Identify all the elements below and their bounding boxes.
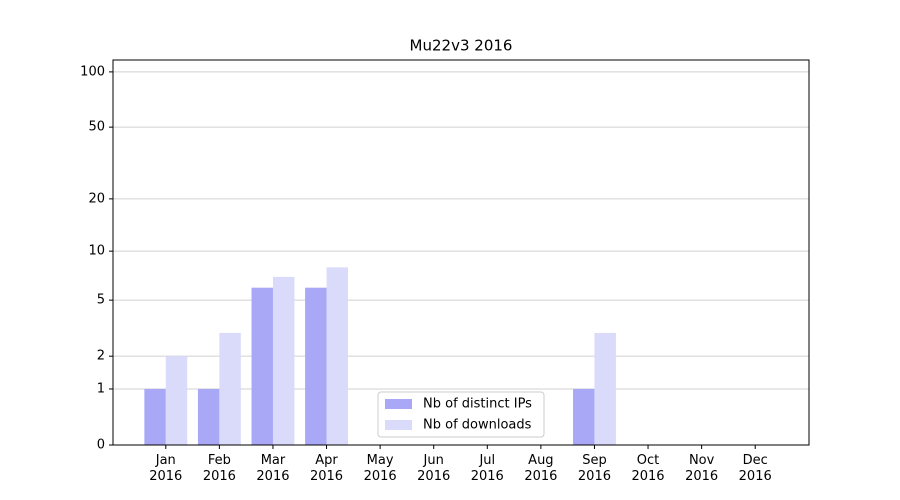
legend-swatch <box>385 420 412 430</box>
x-tick-label: Feb 2016 <box>202 453 236 484</box>
x-tick-label: Jan 2016 <box>149 453 183 484</box>
chart-title: Mu22v3 2016 <box>410 37 513 55</box>
y-tick-label: 0 <box>97 438 105 453</box>
x-tick-label: Dec 2016 <box>738 453 772 484</box>
y-tick-label: 5 <box>97 293 105 308</box>
x-tick-label: Apr 2016 <box>309 453 344 484</box>
y-tick-label: 20 <box>88 191 105 206</box>
x-tick-label: Jul 2016 <box>470 453 504 484</box>
bar <box>594 332 616 445</box>
y-tick-label: 10 <box>88 244 105 259</box>
x-tick-label: Aug 2016 <box>524 453 558 484</box>
x-tick-label: May 2016 <box>363 453 397 484</box>
x-tick-label: Nov 2016 <box>685 453 719 484</box>
legend-swatch <box>385 399 412 409</box>
bar <box>573 388 595 445</box>
bar <box>165 356 188 445</box>
y-tick-label: 100 <box>80 64 105 79</box>
bar <box>305 287 327 445</box>
x-tick-label: Oct 2016 <box>631 453 665 484</box>
bar <box>197 388 220 445</box>
bar <box>326 267 348 445</box>
legend-label: Nb of downloads <box>423 418 532 433</box>
legend-box <box>377 391 545 438</box>
bar <box>219 332 241 445</box>
legend: Nb of distinct IPs Nb of downloads <box>377 391 545 438</box>
x-tick-label: Mar 2016 <box>256 453 290 484</box>
bar <box>272 276 295 445</box>
y-tick-label: 50 <box>88 120 105 135</box>
y-tick-label: 1 <box>97 381 105 396</box>
y-tick-label: 2 <box>97 349 105 364</box>
legend-label: Nb of distinct IPs <box>423 397 532 412</box>
x-tick-label: Jun 2016 <box>417 453 451 484</box>
plot-frame <box>112 59 810 446</box>
bar <box>144 388 166 445</box>
bar <box>251 287 273 445</box>
x-tick-label: Sep 2016 <box>577 453 611 484</box>
